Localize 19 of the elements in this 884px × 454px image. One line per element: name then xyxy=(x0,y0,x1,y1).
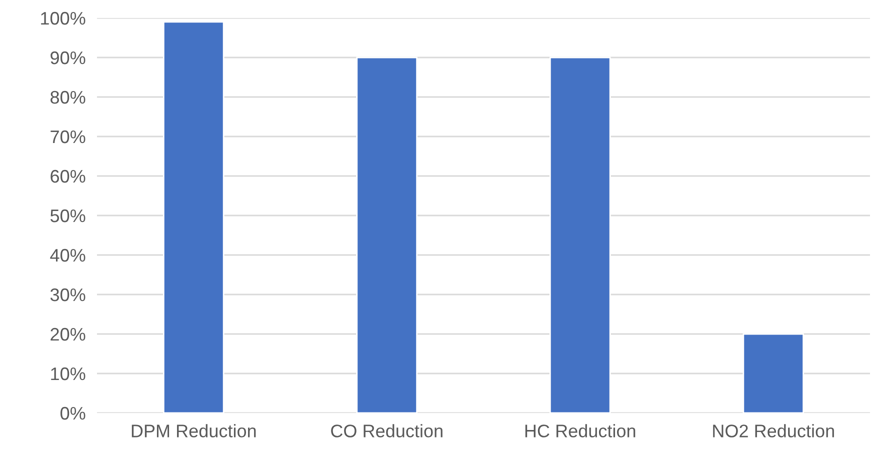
y-tick-label: 100% xyxy=(41,12,86,25)
bar xyxy=(162,21,224,413)
x-tick-label: CO Reduction xyxy=(331,424,442,438)
y-tick-label: 0% xyxy=(60,406,86,420)
y-tick-label: 30% xyxy=(50,288,86,302)
y-tick-label: 20% xyxy=(50,328,86,341)
x-tick-label: HC Reduction xyxy=(525,424,636,438)
bar xyxy=(356,56,418,413)
y-tick-label: 90% xyxy=(50,51,86,64)
x-tick-label: DPM Reduction xyxy=(132,424,256,438)
y-tick-label: 10% xyxy=(51,367,86,380)
bar xyxy=(549,56,611,413)
y-tick-label: 70% xyxy=(50,130,86,144)
y-tick-label: 80% xyxy=(50,90,86,104)
y-tick-label: 60% xyxy=(50,170,86,183)
x-tick-label: NO2 Reduction xyxy=(713,424,834,438)
y-tick-label: 50% xyxy=(50,209,86,222)
bar xyxy=(742,333,804,413)
y-tick-label: 40% xyxy=(50,248,86,262)
